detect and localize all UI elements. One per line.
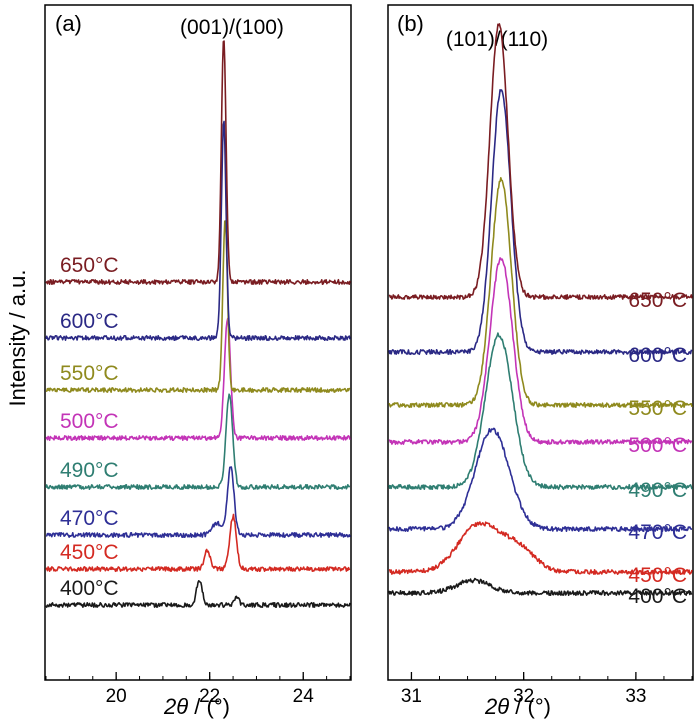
series-label-600c: 600°C xyxy=(60,310,119,333)
series-line-400c xyxy=(45,580,351,609)
panel-a: (a) (001)/(100) 20 22 24 400°C 450°C 470°C 49… xyxy=(44,4,352,719)
panel-b-peak-label: (101)/(110) xyxy=(446,28,548,51)
series-label-490c: 490°C xyxy=(628,479,687,502)
panel-b-x-ticks: 31 32 33 xyxy=(401,672,693,707)
panel-b-x-axis-label: 2θ / (°) xyxy=(484,694,551,719)
series-label-450c: 450°C xyxy=(628,564,687,587)
series-label-550c: 550°C xyxy=(628,397,687,420)
series-line-600c xyxy=(45,120,351,342)
x-tick-label: 33 xyxy=(625,686,646,707)
y-axis-label: Intensity / a.u. xyxy=(5,270,30,407)
panel-b-label: (b) xyxy=(397,11,424,36)
panel-b-frame xyxy=(387,4,694,681)
series-label-470c: 470°C xyxy=(628,521,687,544)
series-line-650c xyxy=(388,23,693,301)
x-tick-label: 20 xyxy=(106,686,127,707)
series-line-470c xyxy=(388,427,693,533)
series-line-500c xyxy=(45,317,351,442)
series-label-470c: 470°C xyxy=(60,507,119,530)
panel-a-peak-label: (001)/(100) xyxy=(180,16,284,39)
panel-a-series-labels: 400°C 450°C 470°C 490°C 500°C 550°C 600°C 650°C xyxy=(60,254,119,600)
series-line-550c xyxy=(45,220,351,394)
panel-a-x-ticks: 20 22 24 xyxy=(45,672,351,707)
series-line-550c xyxy=(388,177,693,409)
series-label-490c: 490°C xyxy=(60,459,119,482)
series-line-500c xyxy=(388,257,693,446)
x-tick-label: 31 xyxy=(401,686,422,707)
series-line-600c xyxy=(388,88,693,356)
series-label-650c: 650°C xyxy=(60,254,119,277)
series-line-400c xyxy=(388,577,693,597)
series-line-470c xyxy=(45,466,351,539)
series-label-600c: 600°C xyxy=(628,344,687,367)
panel-a-x-axis-label: 2θ / (°) xyxy=(163,694,230,719)
series-label-400c: 400°C xyxy=(60,577,119,600)
series-line-450c xyxy=(388,521,693,576)
panel-a-curves xyxy=(45,40,351,609)
panel-a-label: (a) xyxy=(55,11,82,36)
series-line-450c xyxy=(45,513,351,573)
x-tick-label: 24 xyxy=(293,686,315,707)
x-tick-label: 22 xyxy=(199,686,220,707)
series-label-400c: 400°C xyxy=(628,585,687,608)
series-label-500c: 500°C xyxy=(628,434,687,457)
series-line-490c xyxy=(45,393,351,491)
panel-b-curves xyxy=(388,23,693,597)
series-line-650c xyxy=(45,40,351,286)
x-tick-label: 32 xyxy=(513,686,534,707)
panel-a-frame xyxy=(44,4,352,681)
series-line-490c xyxy=(388,332,693,491)
series-label-500c: 500°C xyxy=(60,410,119,433)
series-label-450c: 450°C xyxy=(60,541,119,564)
series-label-650c: 650°C xyxy=(628,289,687,312)
series-label-550c: 550°C xyxy=(60,362,119,385)
